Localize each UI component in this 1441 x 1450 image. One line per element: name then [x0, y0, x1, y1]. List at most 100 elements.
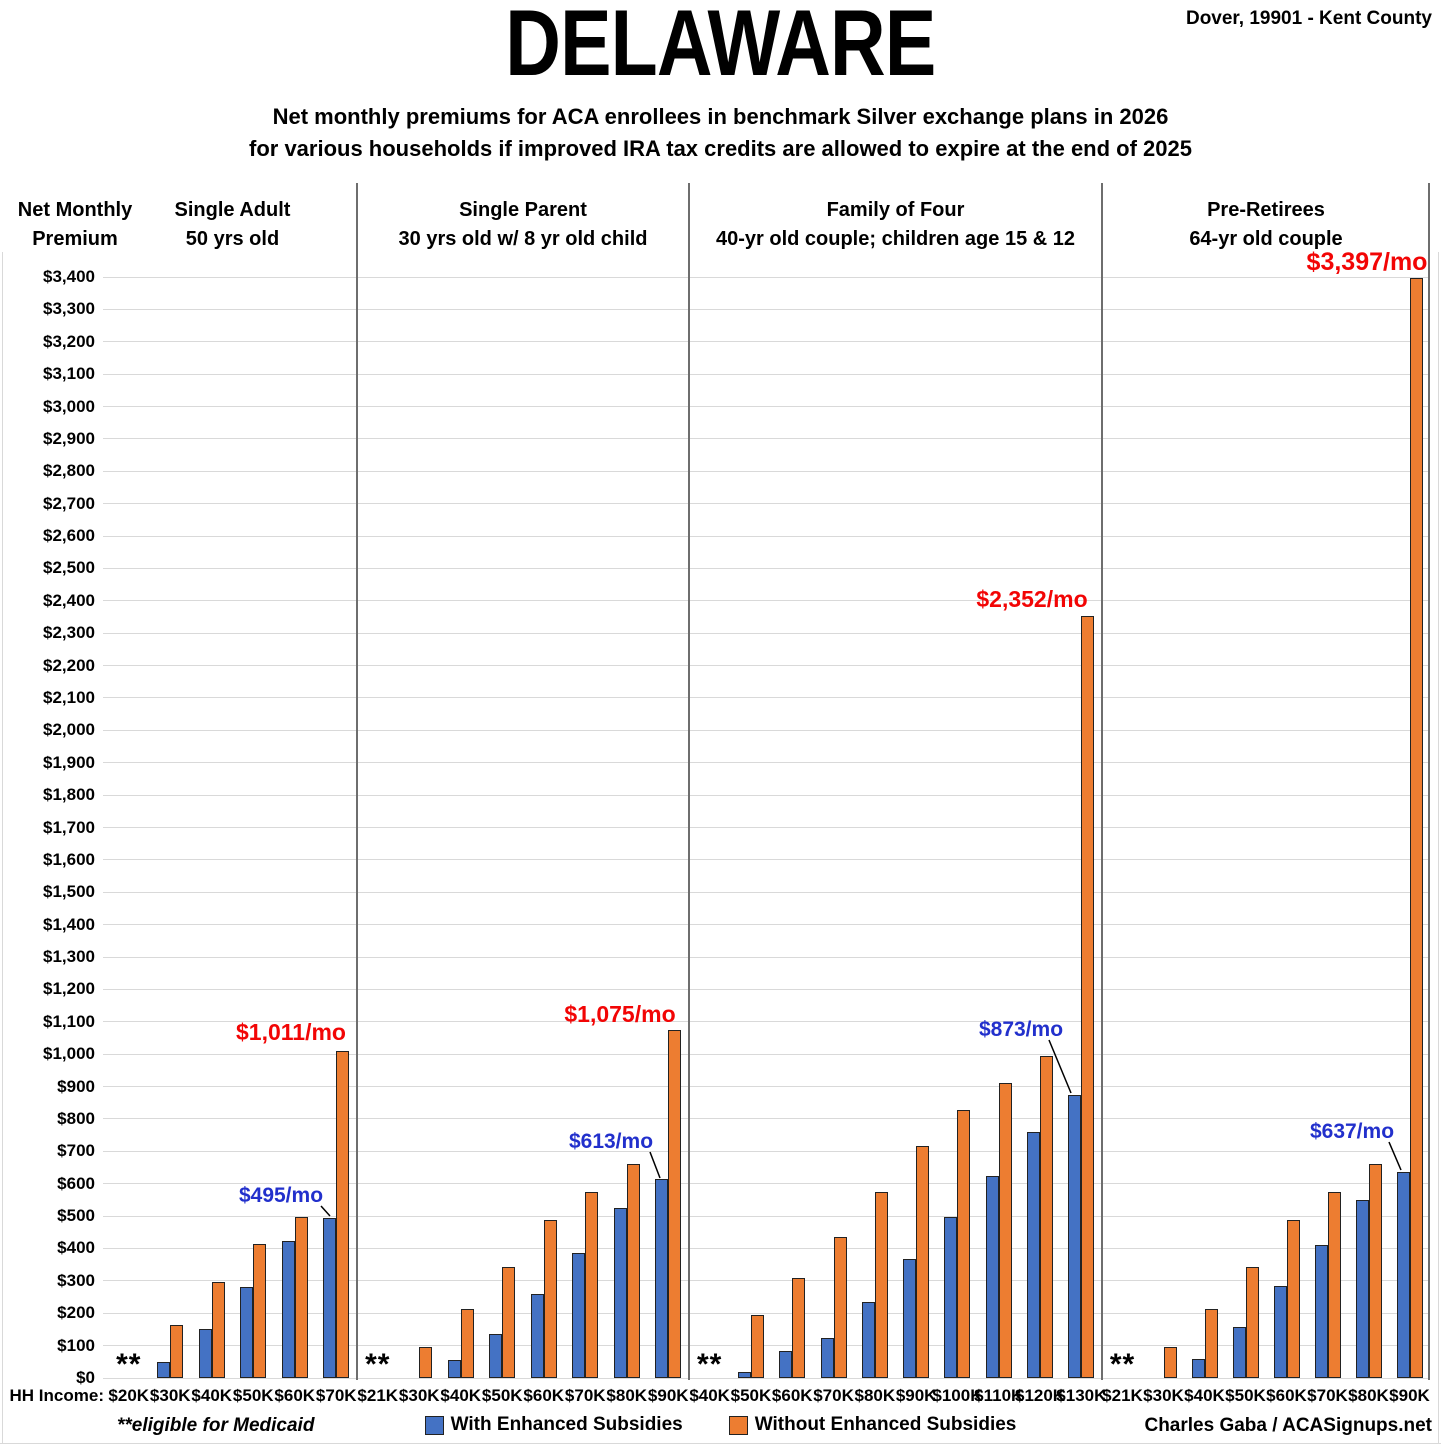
y-tick-label-2500: $2,500: [43, 558, 95, 578]
gridline-200: [103, 1312, 1430, 1314]
gridline-2700: [103, 503, 1430, 505]
x-tick-label-p4-$90K: $90K: [1389, 1386, 1430, 1405]
y-tick-label-2100: $2,100: [43, 687, 95, 707]
chart-subtitle-line1: Net monthly premiums for ACA enrollees i…: [272, 104, 1169, 129]
bar-without-subsidies-p1-$70K: [336, 1050, 350, 1378]
bar-with-subsidies-p2-$60K: [530, 1294, 544, 1378]
x-tick-label-p3-$50K: $50K: [730, 1386, 772, 1405]
bar-with-subsidies-p4-$70K: [1314, 1244, 1328, 1378]
y-tick-label-0: $0: [76, 1368, 95, 1387]
gridline-300: [103, 1280, 1430, 1282]
gridline-2500: [103, 567, 1430, 569]
medicaid-marker-p3: **: [696, 1348, 723, 1381]
gridline-2800: [103, 470, 1430, 472]
gridline-1800: [103, 794, 1430, 796]
bar-without-subsidies-p2-$30K: [419, 1346, 433, 1378]
x-tick-label-p2-$80K: $80K: [606, 1386, 648, 1405]
bar-without-subsidies-p3-$100K: [957, 1109, 971, 1378]
bar-with-subsidies-p1-$60K: [281, 1240, 295, 1378]
gridline-100: [103, 1345, 1430, 1347]
gridline-1000: [103, 1053, 1430, 1055]
gridline-900: [103, 1086, 1430, 1088]
gridline-1300: [103, 956, 1430, 958]
annotation-637: $637/mo: [1309, 1120, 1395, 1143]
bar-with-subsidies-p3-$110K: [985, 1176, 999, 1378]
panel-title-2-line2: 30 yrs old w/ 8 yr old child: [398, 228, 648, 250]
bar-without-subsidies-p2-$40K: [460, 1308, 474, 1378]
bar-without-subsidies-p2-$60K: [543, 1219, 557, 1378]
bar-with-subsidies-p3-$130K: [1068, 1095, 1082, 1378]
gridline-3000: [103, 406, 1430, 408]
panel-separator-2: [688, 183, 690, 1380]
y-tick-label-500: $500: [57, 1206, 95, 1226]
y-tick-label-1900: $1,900: [43, 752, 95, 772]
bar-without-subsidies-p4-$70K: [1327, 1191, 1341, 1378]
y-tick-label-1700: $1,700: [43, 817, 95, 837]
x-tick-label-p1-$20K: $20K: [108, 1386, 150, 1405]
legend-label-without-subsidies: Without Enhanced Subsidies: [754, 1414, 1017, 1435]
bar-without-subsidies-p2-$70K: [585, 1191, 599, 1378]
x-tick-label-p1-$50K: $50K: [232, 1386, 274, 1405]
annotation-1075: $1,075/mo: [564, 1001, 676, 1027]
annotation-495: $495/mo: [238, 1184, 324, 1207]
y-axis-title: Net Monthly Premium: [0, 196, 150, 254]
bar-with-subsidies-p3-$80K: [861, 1301, 875, 1378]
gridline-1100: [103, 1021, 1430, 1023]
y-tick-label-2200: $2,200: [43, 655, 95, 675]
x-tick-label-p4-$80K: $80K: [1348, 1386, 1389, 1405]
legend-item-without-subsidies: Without Enhanced Subsidies: [728, 1414, 1017, 1436]
bar-without-subsidies-p2-$50K: [502, 1266, 516, 1378]
panel-title-1: Single Adult 50 yrs old: [108, 196, 357, 254]
y-tick-label-1300: $1,300: [43, 947, 95, 967]
gridline-2600: [103, 535, 1430, 537]
bar-without-subsidies-p4-$50K: [1245, 1266, 1259, 1378]
medicaid-footnote: **eligible for Medicaid: [117, 1415, 315, 1436]
panel-separator-3: [1101, 183, 1103, 1380]
gridline-500: [103, 1215, 1430, 1217]
bar-with-subsidies-p1-$30K: [157, 1362, 171, 1378]
gridline-3400: [103, 276, 1430, 278]
x-tick-label-p4-$50K: $50K: [1225, 1386, 1266, 1405]
bar-with-subsidies-p2-$70K: [572, 1252, 586, 1378]
bar-with-subsidies-p2-$90K: [655, 1179, 669, 1378]
legend-item-with-subsidies: With Enhanced Subsidies: [424, 1414, 683, 1436]
x-tick-label-p2-$30K: $30K: [398, 1386, 440, 1405]
bar-without-subsidies-p1-$30K: [170, 1324, 184, 1378]
annotation-2352: $2,352/mo: [976, 586, 1088, 612]
x-tick-label-p2-$70K: $70K: [564, 1386, 606, 1405]
bar-without-subsidies-p3-$60K: [792, 1277, 806, 1378]
y-tick-label-1400: $1,400: [43, 914, 95, 934]
bar-without-subsidies-p3-$90K: [916, 1145, 930, 1378]
y-tick-label-900: $900: [57, 1076, 95, 1096]
bar-with-subsidies-p1-$50K: [240, 1287, 254, 1378]
bar-with-subsidies-p4-$90K: [1396, 1171, 1410, 1378]
callout-line-3: [649, 1151, 661, 1179]
chart-title: DELAWARE: [505, 0, 936, 95]
gridline-2900: [103, 438, 1430, 440]
panel-title-4: Pre-Retirees 64-yr old couple: [1102, 196, 1430, 254]
gridline-700: [103, 1150, 1430, 1152]
bar-with-subsidies-p2-$80K: [613, 1207, 627, 1378]
panel-title-1-line1: Single Adult: [174, 199, 291, 221]
gridline-1600: [103, 859, 1430, 861]
gridline-1200: [103, 988, 1430, 990]
panel-title-3: Family of Four 40-yr old couple; children…: [689, 196, 1102, 254]
panel-title-2-line1: Single Parent: [459, 199, 587, 221]
panel-separator-4: [1428, 183, 1430, 1380]
y-tick-label-300: $300: [57, 1270, 95, 1290]
bar-without-subsidies-p2-$80K: [626, 1163, 640, 1378]
gridline-2400: [103, 600, 1430, 602]
credit-label: Charles Gaba / ACASignups.net: [1144, 1415, 1432, 1436]
bar-with-subsidies-p3-$60K: [779, 1351, 793, 1378]
bar-with-subsidies-p1-$70K: [323, 1217, 337, 1378]
bar-with-subsidies-p4-$40K: [1191, 1358, 1205, 1378]
x-tick-label-p4-$30K: $30K: [1143, 1386, 1184, 1405]
x-tick-label-p4-$40K: $40K: [1184, 1386, 1225, 1405]
medicaid-marker-p1: **: [116, 1348, 142, 1381]
callout-line-1: [320, 1205, 331, 1217]
gridline-2300: [103, 632, 1430, 634]
y-tick-label-2800: $2,800: [43, 461, 95, 481]
bar-without-subsidies-p1-$60K: [294, 1216, 308, 1378]
x-axis-title: HH Income:: [9, 1386, 104, 1405]
